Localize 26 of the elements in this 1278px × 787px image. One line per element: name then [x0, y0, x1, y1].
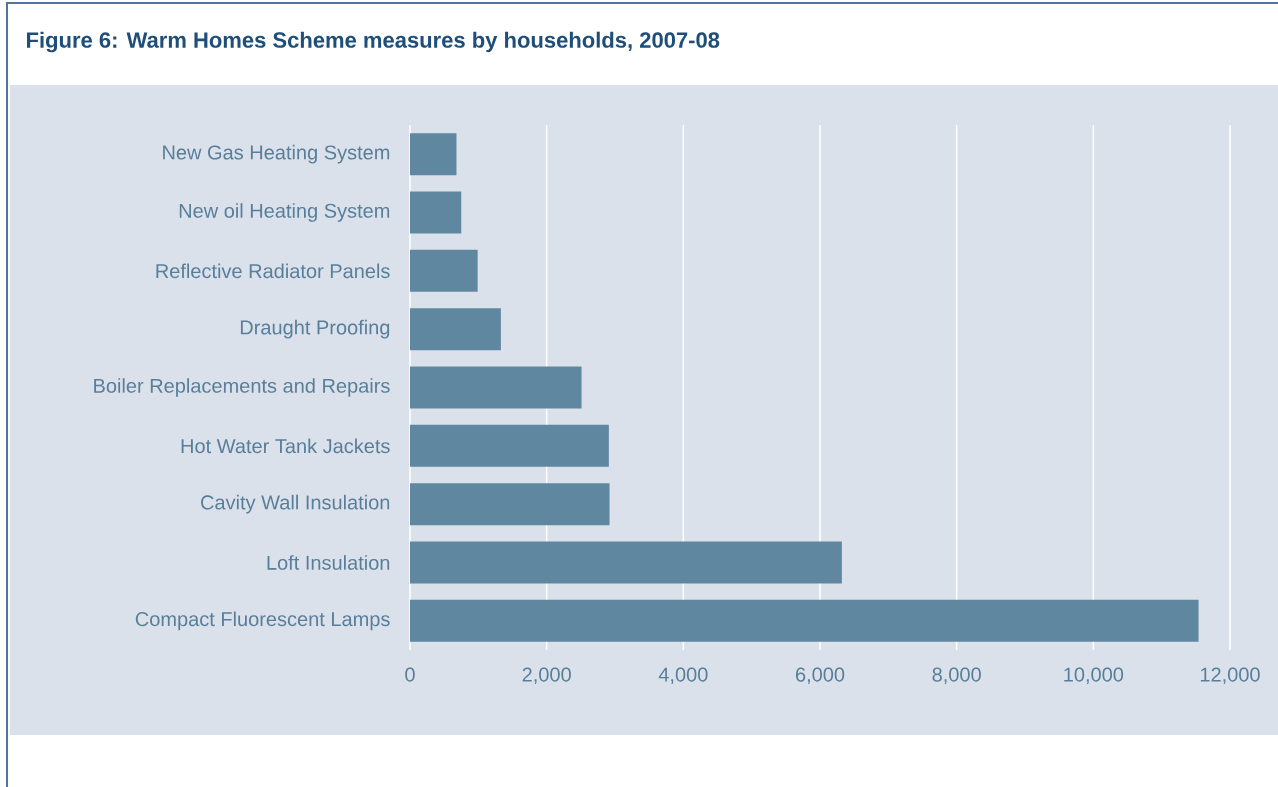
y-tick-label: Loft Insulation	[267, 555, 390, 570]
x-tick-label: 0	[405, 667, 415, 682]
bar	[410, 599, 1199, 642]
bar	[410, 191, 462, 234]
bar	[410, 483, 610, 526]
y-tick-label: Reflective Radiator Panels	[156, 263, 390, 279]
bar	[410, 366, 582, 409]
y-tick-label: Draught Proofing	[240, 319, 390, 339]
x-tick-label: 4,000	[658, 667, 708, 685]
x-tick-label: 6,000	[795, 667, 845, 685]
x-tick-label: 12,000	[1200, 667, 1260, 685]
x-tick-label: 8,000	[932, 667, 981, 685]
y-tick-label: Compact Fluorescent Lamps	[135, 611, 390, 631]
bar	[410, 541, 842, 584]
x-tick-label: 10,000	[1064, 667, 1124, 685]
chart-title: Figure 6: Warm Homes Scheme measures by households, 2007-08	[27, 31, 720, 53]
y-tick-label: New oil Heating System	[179, 203, 390, 222]
bar	[410, 308, 501, 351]
y-tick-label: New Gas Heating System	[163, 144, 390, 164]
bar	[410, 133, 457, 176]
bar	[410, 249, 478, 292]
y-tick-label: Hot Water Tank Jackets	[181, 438, 390, 454]
bar	[410, 424, 609, 467]
x-tick-label: 2,000	[522, 667, 571, 685]
y-tick-label: Cavity Wall Insulation	[201, 494, 390, 514]
y-tick-label: Boiler Replacements and Repairs	[94, 378, 390, 397]
